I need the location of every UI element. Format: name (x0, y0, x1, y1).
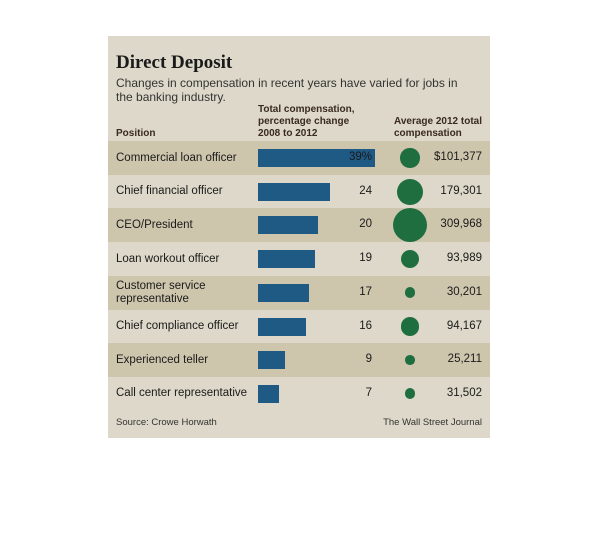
credit: The Wall Street Journal (383, 417, 482, 428)
bubble (404, 287, 416, 299)
table-row: CEO/President 20 309,968 (108, 208, 490, 243)
table-row: Customer service representative 17 30,201 (108, 275, 490, 310)
bar (258, 149, 375, 167)
bar (258, 283, 309, 302)
bar (258, 216, 318, 235)
bar (258, 182, 330, 201)
bubble (393, 208, 427, 243)
category-label: Commercial loan officer (116, 151, 237, 164)
data-label: 309,968 (440, 218, 482, 231)
data-label: 17 (359, 285, 372, 298)
category-label: Customer service representative (116, 279, 206, 305)
data-label: $101,377 (434, 151, 482, 163)
data-label: 16 (359, 319, 372, 332)
data-label: 20 (359, 218, 372, 231)
table-row: Call center representative 7 31,502 (108, 377, 490, 411)
data-label: 30,201 (446, 285, 482, 298)
column-header: Total compensation, percentage change 20… (258, 104, 355, 139)
table-row: Chief financial officer 24 179,301 (108, 175, 490, 209)
source-note: Source: Crowe Horwath (116, 417, 217, 428)
category-label: CEO/President (116, 218, 193, 231)
data-label: 25,211 (447, 353, 482, 366)
category-label: Experienced teller (116, 353, 209, 366)
bubble (400, 249, 420, 269)
table-row: Commercial loan officer 39% $101,377 (108, 141, 490, 175)
bar (258, 351, 285, 370)
chart-subtitle: Changes in compensation in recent years … (116, 76, 458, 104)
bubble (400, 148, 420, 168)
data-label: 94,167 (446, 319, 482, 332)
column-header: Average 2012 total compensation (394, 116, 483, 139)
bubble (404, 388, 416, 400)
table-row: Chief compliance officer 16 94,167 (108, 310, 490, 344)
data-label: 19 (359, 252, 372, 265)
data-label: 39% (348, 151, 372, 163)
column-header: Position (116, 128, 156, 139)
bar (258, 317, 306, 336)
data-label: 7 (365, 386, 372, 399)
data-label: 179,301 (440, 184, 482, 197)
bubble (400, 317, 420, 336)
table-row: Loan workout officer 19 93,989 (108, 242, 490, 276)
bubble (405, 355, 415, 366)
data-label: 31,502 (446, 386, 482, 399)
data-label: 24 (359, 184, 372, 197)
category-label: Chief compliance officer (116, 320, 239, 332)
table-row: Experienced teller 9 25,211 (108, 343, 490, 378)
category-label: Loan workout officer (116, 252, 220, 265)
category-label: Chief financial officer (116, 185, 223, 198)
bar (258, 250, 315, 269)
bar (258, 384, 279, 403)
bubble (397, 178, 423, 205)
data-label: 9 (365, 353, 372, 366)
chart-card: Direct Deposit Changes in compensation i… (108, 36, 490, 438)
category-label: Call center representative (116, 387, 248, 400)
data-label: 93,989 (446, 252, 482, 265)
chart-title: Direct Deposit (116, 52, 233, 73)
